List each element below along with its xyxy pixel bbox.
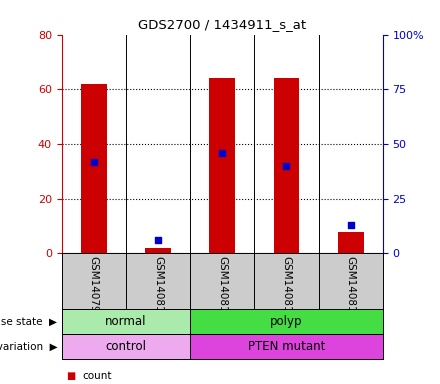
Title: GDS2700 / 1434911_s_at: GDS2700 / 1434911_s_at: [138, 18, 306, 31]
Text: PTEN mutant: PTEN mutant: [248, 340, 325, 353]
Text: ■: ■: [66, 371, 75, 381]
Bar: [81, 84, 106, 253]
Bar: [209, 78, 235, 253]
Point: [219, 150, 226, 156]
Text: GSM140813: GSM140813: [217, 256, 227, 319]
Bar: [190, 309, 383, 334]
Text: GSM140816: GSM140816: [153, 256, 163, 319]
Bar: [62, 309, 190, 334]
Text: GSM140817: GSM140817: [282, 256, 291, 319]
Bar: [338, 232, 363, 253]
Point: [90, 159, 97, 165]
Bar: [145, 248, 171, 253]
Point: [154, 237, 161, 243]
Bar: [190, 334, 383, 359]
Text: genotype/variation  ▶: genotype/variation ▶: [0, 341, 57, 352]
Text: GSM140792: GSM140792: [89, 256, 99, 319]
Point: [347, 222, 354, 228]
Text: disease state  ▶: disease state ▶: [0, 316, 57, 327]
Bar: [274, 78, 299, 253]
Bar: [62, 334, 190, 359]
Text: normal: normal: [105, 315, 147, 328]
Text: count: count: [83, 371, 112, 381]
Text: polyp: polyp: [270, 315, 303, 328]
Text: control: control: [105, 340, 147, 353]
Point: [283, 163, 290, 169]
Text: GSM140818: GSM140818: [346, 256, 356, 319]
